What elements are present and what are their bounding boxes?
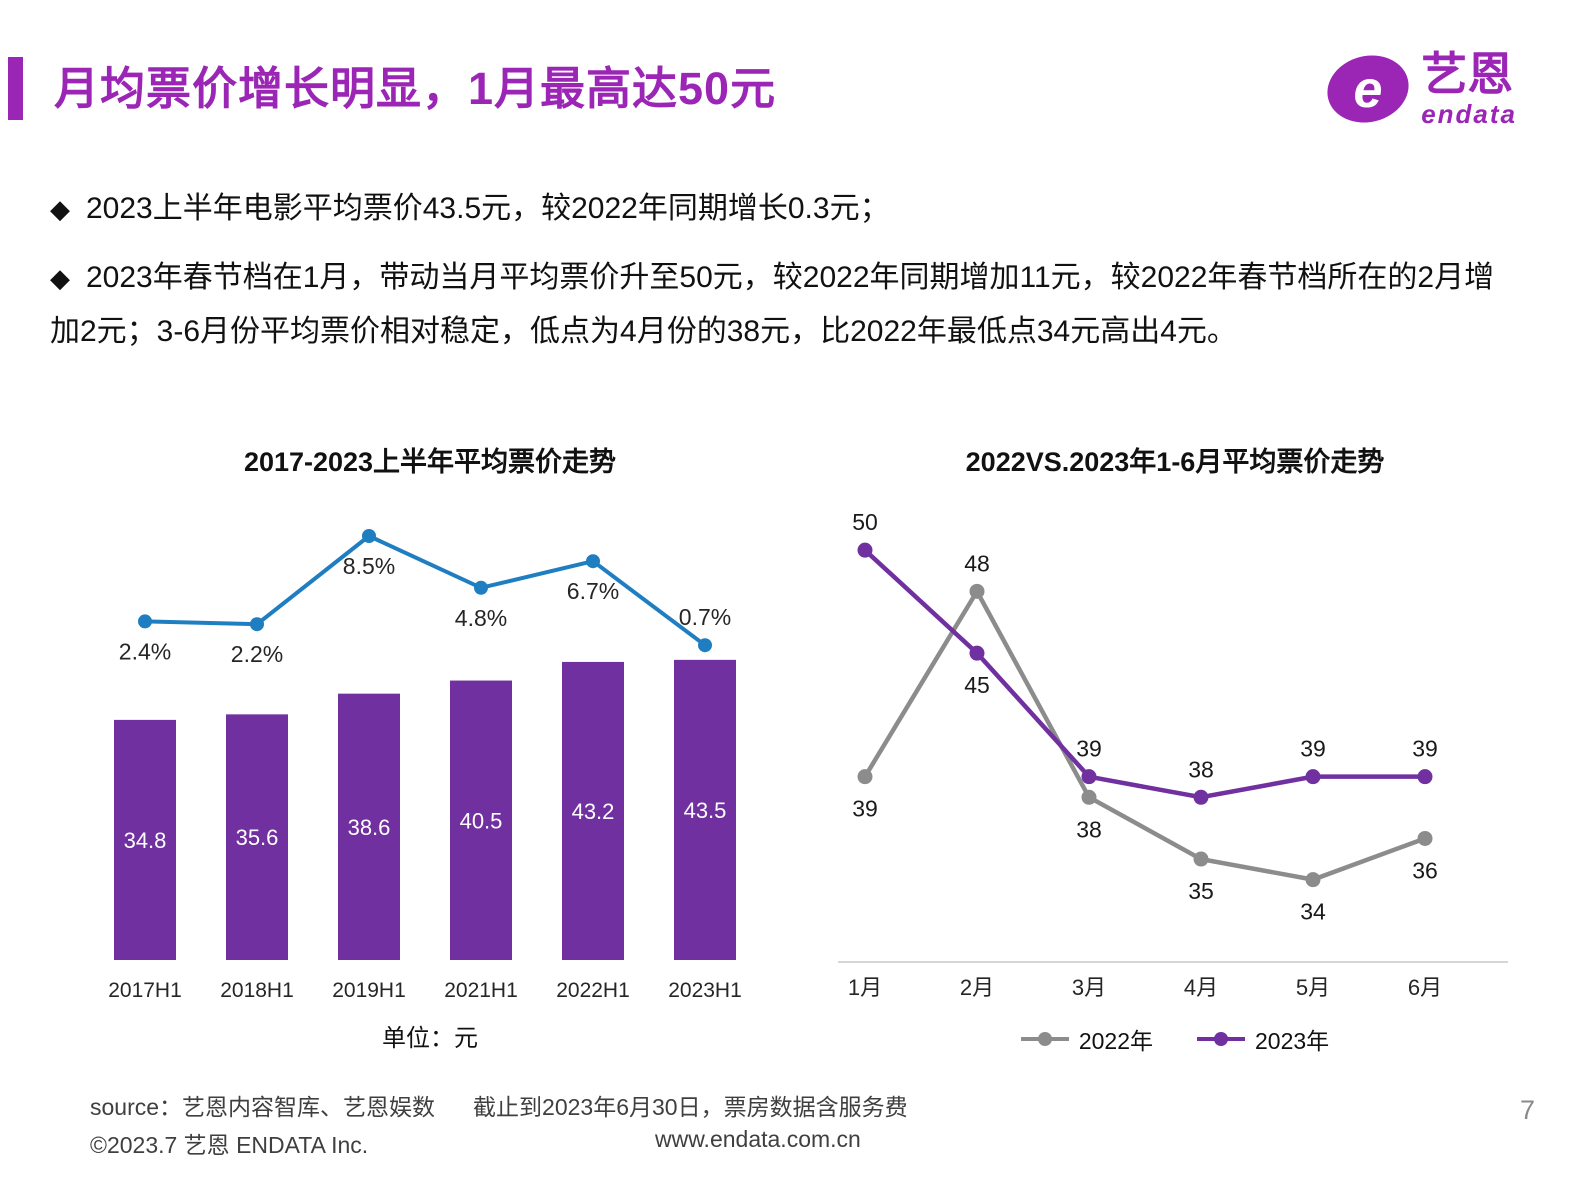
growth-point <box>474 580 488 595</box>
bullet-item: ◆ 2023上半年电影平均票价43.5元，较2022年同期增长0.3元； <box>50 182 1502 237</box>
category-label: 2017H1 <box>108 979 182 1002</box>
category-label: 2021H1 <box>444 979 518 1002</box>
legend-line-icon-2022 <box>1020 1032 1069 1046</box>
category-label: 2023H1 <box>668 979 742 1002</box>
monthly-price-line-chart: 1月 2月 3月 4月 5月 6月 39 48 38 35 34 36 50 45 39 38 39 39 <box>838 509 1508 1000</box>
bar-value-label: 38.6 <box>348 815 391 840</box>
category-label: 2018H1 <box>220 979 294 1002</box>
growth-label: 2.2% <box>231 641 283 667</box>
growth-label: 6.7% <box>567 578 619 604</box>
data-label: 39 <box>852 796 878 822</box>
data-label: 50 <box>852 509 878 535</box>
growth-line <box>144 533 707 647</box>
category-label: 6月 <box>1408 975 1442 1000</box>
line-chart-title: 2022VS.2023年1-6月平均票价走势 <box>965 447 1385 477</box>
bar-chart-title: 2017-2023上半年平均票价走势 <box>243 447 617 477</box>
source-row: source：艺恩内容智库、艺恩娱数 截止到2023年6月30日，票房数据含服务… <box>90 1088 908 1122</box>
bar-2023H1 <box>674 659 736 960</box>
series-point-2022年 <box>1305 872 1321 888</box>
chart-unit-note: 单位：元 <box>382 1025 478 1052</box>
summary-bullets: ◆ 2023上半年电影平均票价43.5元，较2022年同期增长0.3元； ◆ 202… <box>50 182 1502 374</box>
line-chart-section: 2022VS.2023年1-6月平均票价走势 1月 2月 3月 4月 5月 6月 39 48 3… <box>820 440 1530 1056</box>
bullet-text: 2023年春节档在1月，带动当月平均票价升至50元，较2022年同期增加11元，… <box>50 260 1495 349</box>
legend-label-2023: 2023年 <box>1255 1028 1330 1054</box>
legend-item-2022: 2022年 <box>1020 1022 1153 1056</box>
category-label: 4月 <box>1184 975 1218 1000</box>
page-title: 月均票价增长明显，1月最高达50元 <box>54 63 777 114</box>
bullet-item: ◆ 2023年春节档在1月，带动当月平均票价升至50元，较2022年同期增加11元… <box>50 251 1502 360</box>
legend-label-2022: 2022年 <box>1078 1028 1153 1054</box>
growth-point <box>138 614 152 629</box>
page-number: 7 <box>1519 1095 1535 1125</box>
growth-label: 8.5% <box>343 553 395 579</box>
chart-legend: 2022年 2023年 <box>820 1022 1530 1056</box>
category-label: 2月 <box>960 975 994 1000</box>
bar-value-label: 40.5 <box>460 808 503 833</box>
category-label: 1月 <box>848 975 882 1000</box>
endata-logo-icon: e <box>1327 55 1409 123</box>
growth-point <box>362 529 376 543</box>
category-label: 5月 <box>1296 975 1330 1000</box>
bar-chart-section: 2017-2023上半年平均票价走势 34.8 2017H1 35.6 2018H1 3… <box>90 440 770 1053</box>
bar-2022H1 <box>562 661 624 960</box>
logo-brand-en: endata <box>1421 99 1517 130</box>
bar-2021H1 <box>450 680 512 960</box>
series-point-2023年 <box>1193 789 1209 805</box>
bar-value-label: 35.6 <box>236 825 279 850</box>
data-label: 36 <box>1412 857 1438 883</box>
growth-point <box>698 638 712 653</box>
data-label: 39 <box>1300 736 1326 762</box>
bar-value-label: 43.2 <box>572 799 615 824</box>
copyright-text: ©2023.7 艺恩 ENDATA Inc. <box>90 1132 369 1158</box>
series-line-2022年 <box>863 586 1426 882</box>
series-point-2022年 <box>857 769 873 785</box>
legend-item-2023: 2023年 <box>1197 1022 1329 1056</box>
category-label: 2019H1 <box>332 979 406 1002</box>
logo-brand-cn: 艺恩 <box>1421 48 1514 100</box>
data-label: 34 <box>1300 899 1326 925</box>
bar-value-label: 43.5 <box>684 798 727 823</box>
series-point-2022年 <box>1417 830 1433 846</box>
data-label: 39 <box>1412 736 1438 762</box>
cutoff-note: 截止到2023年6月30日，票房数据含服务费 <box>473 1094 908 1120</box>
data-label: 38 <box>1188 756 1214 782</box>
growth-label: 2.4% <box>119 638 171 664</box>
series-point-2023年 <box>1305 769 1321 785</box>
avg-price-bar-chart: 34.8 2017H1 35.6 2018H1 38.6 2019H1 40.5 2021H1… <box>108 529 742 1002</box>
bullet-diamond-icon: ◆ <box>50 194 70 224</box>
series-line-2023年 <box>863 548 1425 800</box>
bar-value-label: 34.8 <box>124 828 167 853</box>
growth-label: 0.7% <box>679 604 731 630</box>
series-point-2023年 <box>969 645 985 661</box>
category-label: 2022H1 <box>556 979 630 1002</box>
svg-text:e: e <box>1354 61 1383 119</box>
title-accent-bar <box>8 57 23 120</box>
series-point-2023年 <box>1417 769 1433 785</box>
website-url: www.endata.com.cn <box>655 1126 861 1152</box>
endata-logo: e 艺恩 endata <box>1325 50 1517 127</box>
data-label: 38 <box>1076 816 1102 842</box>
data-label: 48 <box>964 550 990 576</box>
data-label: 39 <box>1076 736 1102 762</box>
data-label: 45 <box>964 672 990 698</box>
endata-logo-text: 艺恩 endata <box>1421 48 1517 130</box>
data-label: 35 <box>1188 878 1214 904</box>
series-point-2022年 <box>969 583 985 599</box>
series-point-2023年 <box>1081 769 1097 785</box>
bullet-diamond-icon: ◆ <box>50 262 70 293</box>
legend-line-icon-2023 <box>1197 1032 1245 1046</box>
bullet-text: 2023上半年电影平均票价43.5元，较2022年同期增长0.3元； <box>86 192 890 225</box>
series-point-2022年 <box>1081 789 1097 805</box>
bar-2017H1 <box>114 719 176 960</box>
source-text: source：艺恩内容智库、艺恩娱数 <box>90 1094 436 1120</box>
series-point-2022年 <box>1193 851 1209 867</box>
bar-2018H1 <box>226 714 288 960</box>
growth-point <box>250 617 264 632</box>
category-label: 3月 <box>1072 975 1106 1000</box>
growth-point <box>586 554 600 569</box>
bar-2019H1 <box>338 693 400 960</box>
series-point-2023年 <box>857 542 873 558</box>
growth-label: 4.8% <box>455 605 507 631</box>
